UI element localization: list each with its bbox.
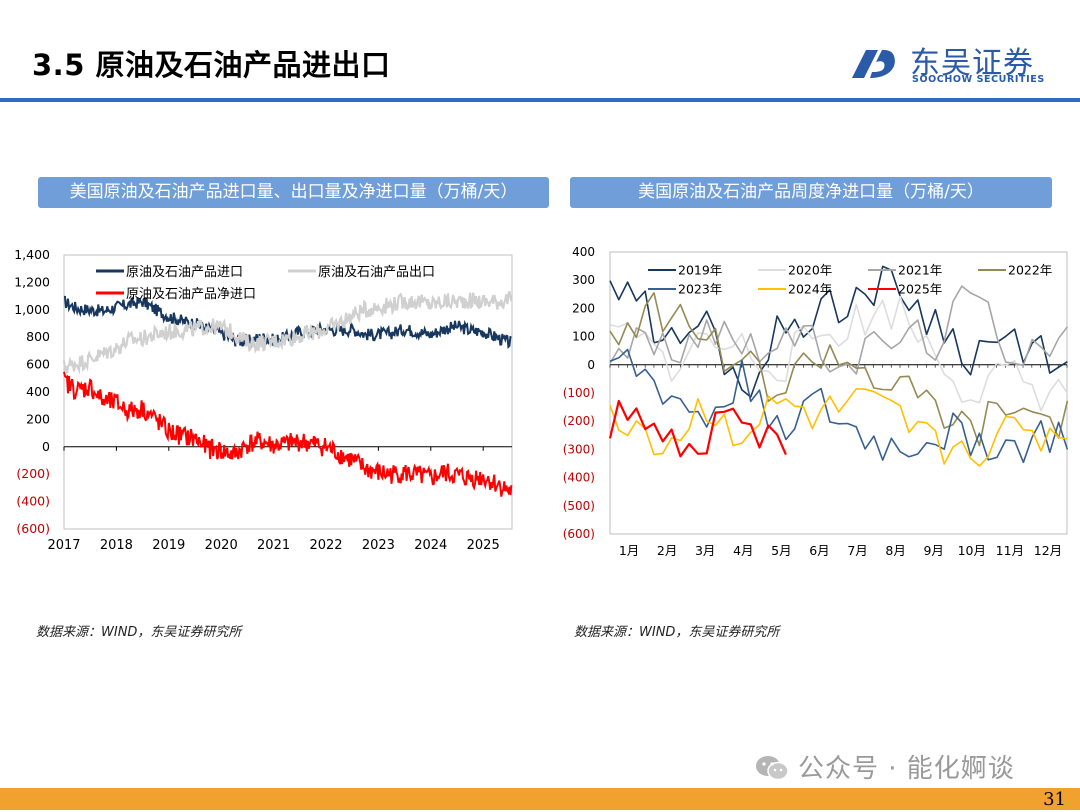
chart1-source: 数据来源：WIND，东吴证券研究所: [36, 625, 242, 640]
logo-chinese-name: 东吴证券: [910, 46, 1034, 81]
chart2-x-tick-2: 3月: [695, 543, 715, 558]
chart2-x-tick-5: 6月: [809, 543, 829, 558]
chart2-legend-label-5: 2024年: [788, 282, 832, 297]
chart2-x-tick-4: 5月: [771, 543, 791, 558]
chart1-series-line-2: [63, 371, 513, 497]
chart1-x-tick-3: 2020: [205, 538, 238, 553]
chart2-series-line-1: [609, 295, 1069, 412]
chart2-y-tick-10: (600): [563, 527, 595, 541]
chart2-x-tick-0: 1月: [619, 543, 639, 558]
chart2-y-tick-6: (200): [563, 414, 595, 428]
chart1-legend-label-2: 原油及石油产品净进口: [126, 287, 256, 302]
chart1-y-tick-6: 200: [26, 411, 50, 426]
chart2-x-tick-10: 11月: [996, 543, 1024, 558]
chart1-x-tick-1: 2018: [100, 538, 133, 553]
chart1-y-tick-5: 400: [26, 384, 50, 399]
chart2-series-line-5: [609, 388, 1068, 467]
chart1-x-tick-2: 2019: [152, 538, 185, 553]
chart1-x-tick-5: 2022: [309, 538, 342, 553]
chart1-y-tick-7: 0: [42, 439, 50, 454]
chart2-legend-label-4: 2023年: [678, 282, 722, 297]
chart1-x-tick-7: 2024: [414, 538, 447, 553]
chart2-series-line-4: [609, 348, 1069, 464]
chart1-y-tick-3: 800: [26, 329, 50, 344]
chart2-legend-label-0: 2019年: [678, 263, 722, 278]
chart1-x-tick-6: 2023: [362, 538, 395, 553]
chart1-plot-area: [63, 254, 513, 530]
chart2-y-tick-4: 0: [587, 358, 595, 372]
header-divider: [0, 98, 1080, 102]
chart2-y-tick-8: (400): [563, 471, 595, 485]
chart2-y-tick-9: (500): [563, 499, 595, 513]
chart1-series-line-1: [62, 290, 513, 375]
chart1-legend-label-1: 原油及石油产品出口: [318, 265, 435, 280]
chart1-x-tick-0: 2017: [47, 538, 80, 553]
chart2-x-tick-7: 8月: [885, 543, 905, 558]
watermark-text: 公众号 · 能化婀谈: [798, 754, 1015, 784]
chart1-y-tick-1: 1,200: [14, 274, 50, 289]
chart2-y-tick-3: 100: [572, 330, 595, 344]
chart1-x-tick-4: 2021: [257, 538, 290, 553]
chart2-y-tick-2: 200: [572, 301, 595, 315]
chart1-y-tick-2: 1,000: [14, 302, 50, 317]
page-title: 3.5 原油及石油产品进出口: [32, 48, 391, 82]
logo-english-name: SOOCHOW SECURITIES: [912, 74, 1045, 85]
footer-bar: [0, 788, 1080, 810]
chart2-y-tick-0: 400: [572, 245, 595, 259]
chart2-series-line-6: [608, 399, 787, 458]
wechat-icon: [756, 756, 789, 781]
chart2-legend-label-3: 2022年: [1008, 263, 1052, 278]
chart2-series-line-2: [609, 285, 1069, 375]
soochow-logo-icon: [852, 50, 895, 78]
chart2-x-tick-1: 2月: [657, 543, 677, 558]
chart2-legend-label-1: 2020年: [788, 263, 832, 278]
chart2-title: 美国原油及石油产品周度净进口量（万桶/天）: [570, 177, 1052, 208]
chart1-legend-label-0: 原油及石油产品进口: [126, 265, 243, 280]
chart2-y-tick-1: 300: [572, 273, 595, 287]
chart1-y-tick-9: (400): [16, 494, 50, 509]
page-number: 31: [1043, 789, 1066, 810]
chart2-x-tick-3: 4月: [733, 543, 753, 558]
chart2-y-tick-7: (300): [563, 442, 595, 456]
chart2-x-tick-6: 7月: [847, 543, 867, 558]
chart2-legend-label-6: 2025年: [898, 282, 942, 297]
chart1-y-tick-4: 600: [26, 357, 50, 372]
company-logo: 东吴证券 SOOCHOW SECURITIES: [848, 40, 1058, 90]
chart1-y-tick-8: (200): [16, 466, 50, 481]
chart2-plot: 400 300 200 100 0 (100) (200) (300) (400) (500) (6…: [563, 245, 1069, 558]
chart1-title: 美国原油及石油产品进口量、出口量及净进口量（万桶/天）: [38, 177, 549, 208]
chart2-legend-label-2: 2021年: [898, 263, 942, 278]
chart1-y-tick-0: 1,400: [14, 247, 50, 262]
chart2-y-tick-5: (100): [563, 386, 595, 400]
chart2-x-tick-8: 9月: [923, 543, 943, 558]
chart2-series-line-0: [609, 265, 1068, 398]
chart2-x-tick-11: 12月: [1034, 543, 1062, 558]
chart2-x-tick-9: 10月: [958, 543, 986, 558]
chart2-series-line-3: [609, 291, 1069, 447]
chart1-y-tick-10: (600): [16, 521, 50, 536]
chart1-x-tick-8: 2025: [467, 538, 500, 553]
chart2-source: 数据来源：WIND，东吴证券研究所: [574, 625, 780, 640]
chart1-plot: 1,400 1,200 1,000 800 600 400 200 0 (200) (400) (6…: [14, 247, 513, 553]
